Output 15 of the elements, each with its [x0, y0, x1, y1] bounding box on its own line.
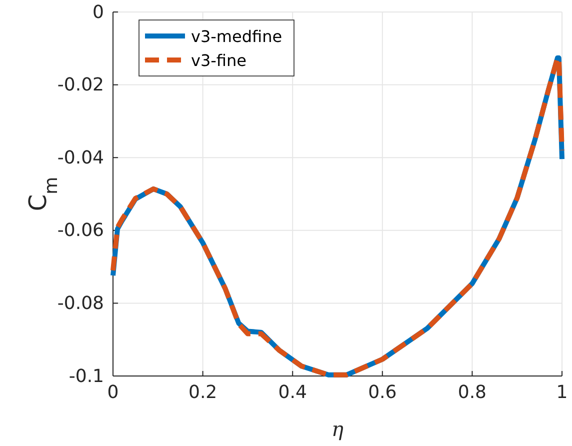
- y-tick-label: 0: [92, 2, 104, 23]
- x-tick-label: 0.6: [368, 382, 397, 403]
- y-tick-label: -0.06: [57, 220, 104, 242]
- y-tick-label: -0.04: [57, 147, 104, 168]
- y-tick-label: -0.1: [68, 366, 104, 387]
- x-tick-label: 0.2: [188, 382, 218, 403]
- x-tick-label: 0.4: [278, 382, 307, 403]
- x-tick-label: 1: [556, 382, 568, 403]
- x-tick-label: 0.8: [458, 382, 487, 403]
- legend-label: v3-fine: [191, 51, 246, 70]
- y-tick-label: -0.02: [57, 74, 104, 96]
- y-tick-label: -0.08: [57, 292, 104, 314]
- legend-label: v3-medfine: [191, 27, 282, 46]
- x-tick-label: 0: [107, 382, 119, 403]
- x-axis-title: η: [332, 417, 344, 441]
